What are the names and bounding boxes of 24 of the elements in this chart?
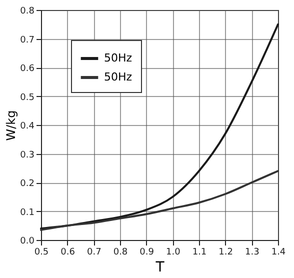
x-tick-label: 1.2 [218,248,233,258]
x-tick-label: 0.9 [140,248,154,258]
y-tick-label: 0.5 [20,92,34,103]
x-axis-title: T [154,260,165,276]
y-tick-label: 0.6 [20,64,35,74]
y-tick-label: 0.8 [20,6,35,16]
x-tick-label: 0.6 [60,248,76,258]
y-axis-title: W/kg [4,110,18,141]
x-tick-label: 1.1 [192,248,207,258]
x-tick-label: 0.5 [34,248,49,258]
x-tick-label: 0.8 [113,248,128,258]
y-tick-label: 0.1 [20,208,34,218]
x-tick-label: 1.0 [166,248,181,258]
x-tick-label: 1.3 [245,248,260,258]
y-tick-label: 0.0 [20,236,35,246]
line-series [40,170,279,231]
y-tick-label: 0.4 [20,122,35,132]
legend-label: 50Hz [104,70,132,84]
x-tick-label: 1.4 [271,248,286,258]
legend-label: 50Hz [104,52,132,64]
y-tick-label: 0.7 [20,35,34,46]
y-tick-label: 0.3 [20,150,34,160]
x-tick-label: 0.7 [87,248,102,258]
y-tick-label: 0.2 [20,179,34,189]
